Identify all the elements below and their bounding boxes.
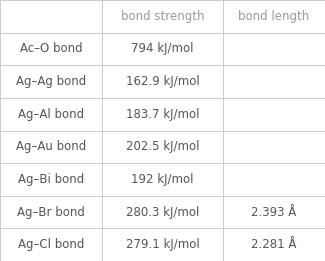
Text: Ac–O bond: Ac–O bond — [20, 43, 83, 55]
Text: Ag–Al bond: Ag–Al bond — [18, 108, 84, 121]
Text: 183.7 kJ/mol: 183.7 kJ/mol — [126, 108, 199, 121]
Text: Ag–Br bond: Ag–Br bond — [17, 206, 85, 218]
Text: bond length: bond length — [238, 10, 309, 23]
Text: Ag–Bi bond: Ag–Bi bond — [18, 173, 84, 186]
Text: 202.5 kJ/mol: 202.5 kJ/mol — [126, 140, 199, 153]
Text: 2.281 Å: 2.281 Å — [251, 238, 296, 251]
Text: bond strength: bond strength — [121, 10, 204, 23]
Text: 162.9 kJ/mol: 162.9 kJ/mol — [126, 75, 199, 88]
Text: Ag–Ag bond: Ag–Ag bond — [16, 75, 86, 88]
Text: 280.3 kJ/mol: 280.3 kJ/mol — [126, 206, 199, 218]
Text: Ag–Cl bond: Ag–Cl bond — [18, 238, 84, 251]
Text: 794 kJ/mol: 794 kJ/mol — [131, 43, 194, 55]
Text: 279.1 kJ/mol: 279.1 kJ/mol — [126, 238, 199, 251]
Text: Ag–Au bond: Ag–Au bond — [16, 140, 86, 153]
Text: 192 kJ/mol: 192 kJ/mol — [131, 173, 194, 186]
Text: 2.393 Å: 2.393 Å — [251, 206, 296, 218]
